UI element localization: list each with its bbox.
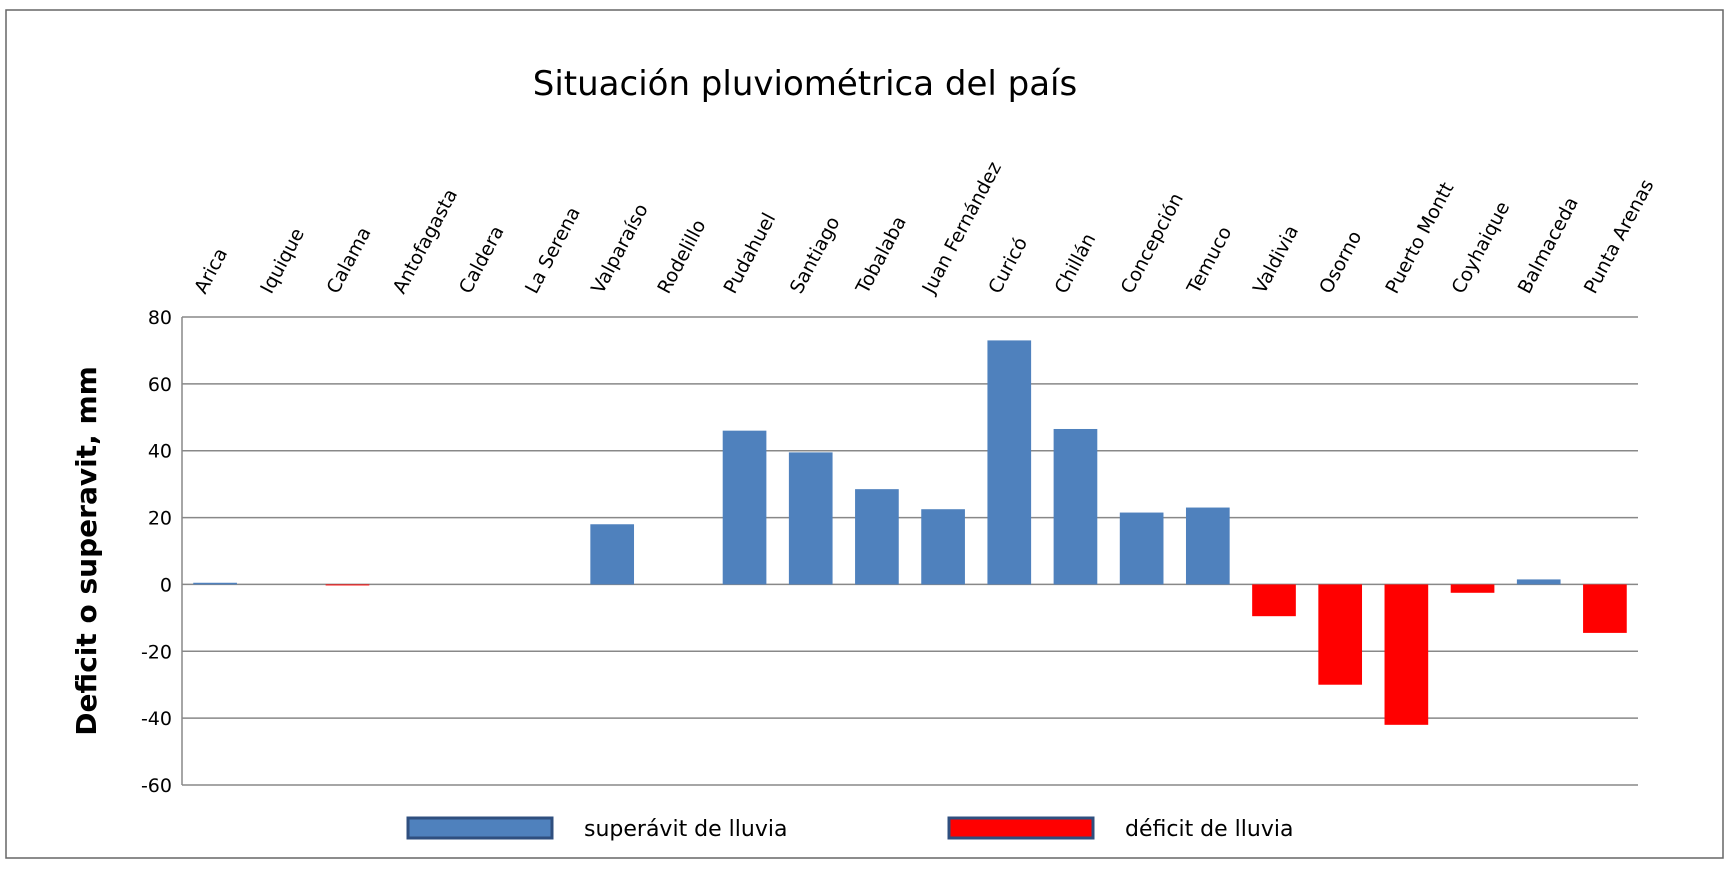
y-tick-label: -40 — [141, 708, 172, 730]
legend-label: superávit de lluvia — [584, 817, 787, 842]
y-axis-label: Deficit o superavit, mm — [70, 366, 103, 736]
y-tick-label: -60 — [141, 775, 172, 797]
bar — [1516, 579, 1561, 585]
y-tick-label: -20 — [141, 641, 172, 663]
legend-swatch — [406, 816, 554, 840]
y-tick-label: 80 — [148, 307, 172, 329]
bar — [1252, 584, 1296, 617]
y-tick-label: 60 — [148, 374, 172, 396]
y-tick-label: 0 — [160, 574, 172, 596]
frame — [5, 9, 1724, 859]
bar — [855, 489, 899, 585]
bar — [1384, 584, 1429, 725]
legend-label: déficit de lluvia — [1125, 817, 1293, 842]
bar — [193, 582, 237, 585]
bar — [788, 452, 833, 585]
bar — [590, 524, 635, 585]
bar — [325, 584, 370, 586]
bar — [1119, 512, 1164, 585]
chart-title: Situación pluviométrica del país — [533, 64, 1077, 104]
bar — [1318, 584, 1363, 685]
y-tick-label: 20 — [148, 508, 172, 530]
bar — [722, 430, 767, 585]
bar — [1450, 584, 1495, 593]
y-tick-label: 40 — [148, 441, 172, 463]
bar — [987, 340, 1032, 585]
bar — [1185, 507, 1230, 585]
legend-swatch — [947, 816, 1095, 840]
bar — [1053, 428, 1098, 585]
bar — [921, 509, 965, 585]
bar — [1583, 584, 1627, 633]
